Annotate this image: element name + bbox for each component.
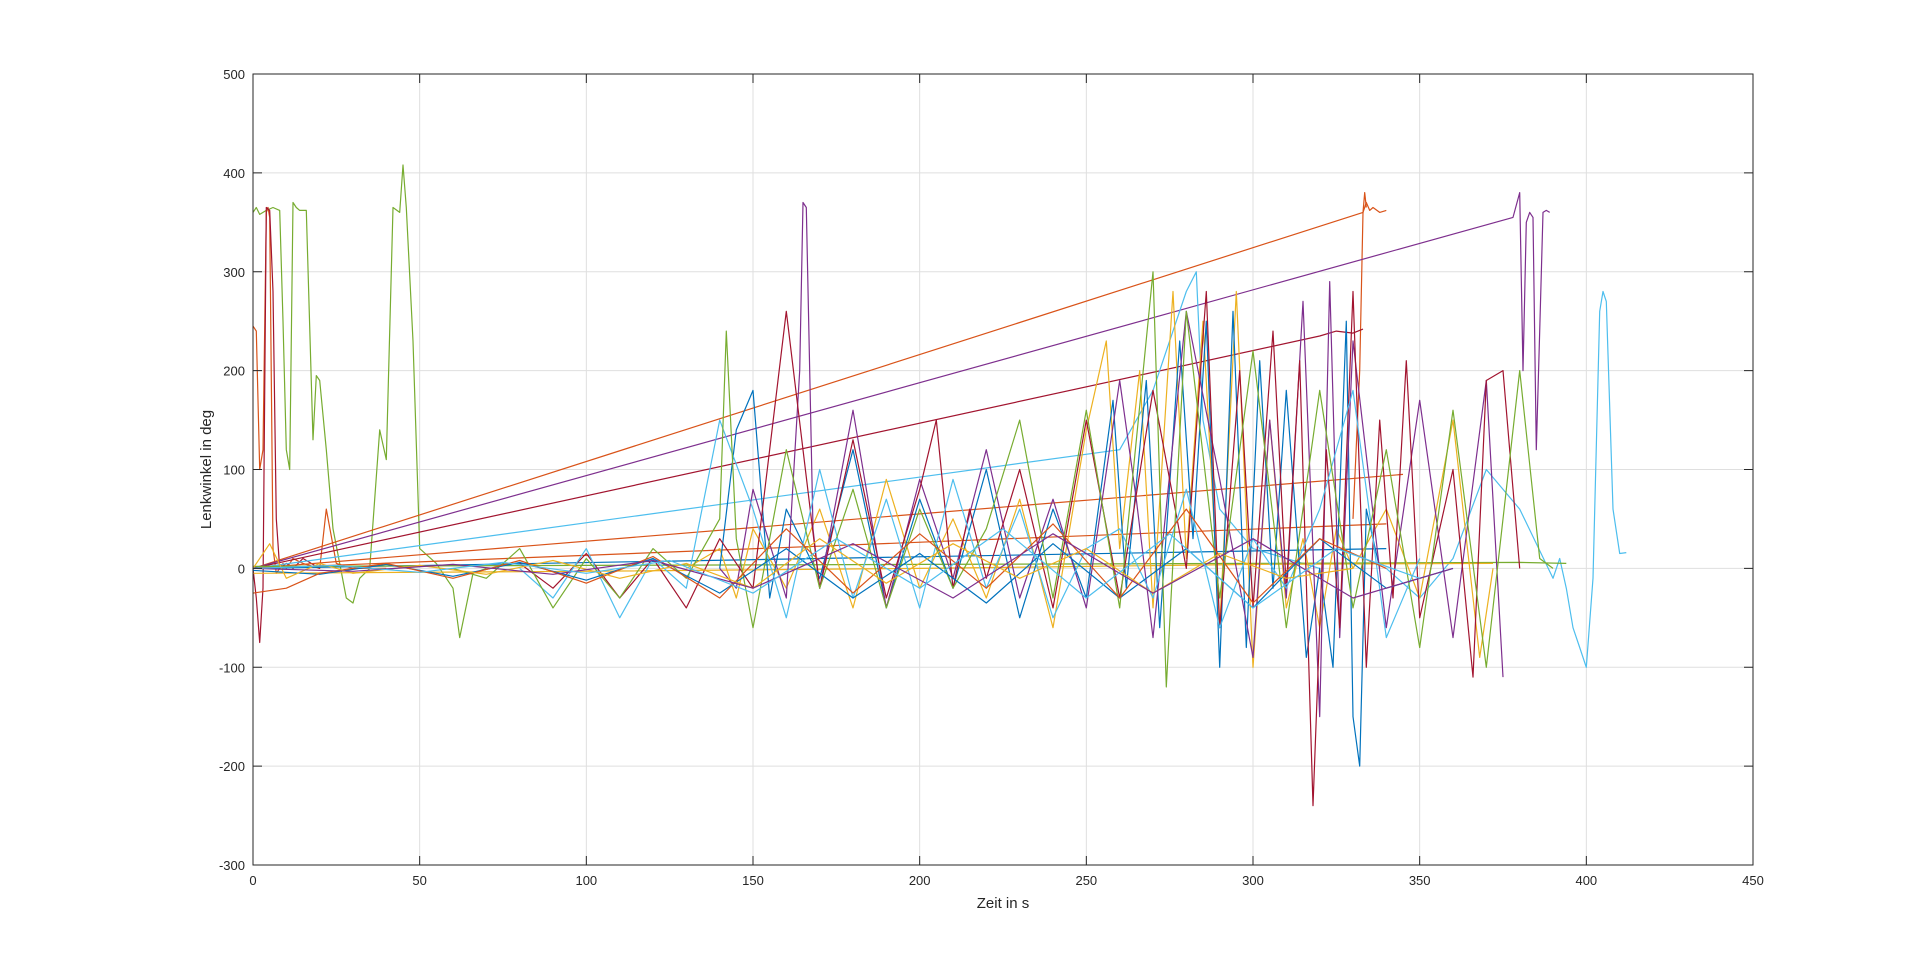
series-line-7 (252, 328, 1364, 569)
x-tick-label: 450 (1742, 873, 1764, 888)
series-line-22 (252, 508, 1387, 604)
x-axis-label: Zeit in s (977, 895, 1030, 912)
x-tick-label: 200 (909, 873, 931, 888)
series-line-3 (252, 206, 321, 644)
series-line-19 (519, 389, 1421, 639)
x-tick-label: 250 (1075, 873, 1097, 888)
series-line-12 (1385, 290, 1627, 668)
series-line-9 (252, 473, 1404, 569)
x-tick-label: 50 (412, 873, 426, 888)
x-tick-label: 100 (575, 873, 597, 888)
y-tick-label: 200 (223, 364, 245, 379)
x-tick-label: 400 (1575, 873, 1597, 888)
tick-marks (252, 73, 1754, 866)
x-tick-label: 350 (1409, 873, 1431, 888)
y-tick-label: 300 (223, 265, 245, 280)
series-line-10 (252, 523, 1387, 569)
y-tick-label: -300 (219, 858, 245, 873)
series-line-17 (719, 201, 1504, 718)
series-line-6 (252, 192, 1551, 569)
x-tick-label: 0 (249, 873, 256, 888)
tick-labels: 0 50 100 150 200 250 300 350 400 450 -300 -200 -100 0… (219, 67, 1764, 888)
series-line-1 (252, 164, 487, 639)
y-tick-label: -200 (219, 759, 245, 774)
series-line-25 (252, 528, 1420, 609)
series-line-20 (452, 271, 1554, 688)
y-tick-label: 100 (223, 463, 245, 478)
y-tick-label: 0 (238, 561, 245, 576)
x-tick-label: 300 (1242, 873, 1264, 888)
y-tick-label: 400 (223, 166, 245, 181)
series-line-23 (252, 538, 1354, 594)
y-tick-label: -100 (219, 660, 245, 675)
series-line-8 (252, 271, 1320, 569)
x-tick-label: 150 (742, 873, 764, 888)
series-line-16 (719, 310, 1381, 767)
series-layer (252, 164, 1627, 807)
series-line-15 (685, 290, 1494, 668)
y-axis-label: Lenkwinkel in deg (198, 410, 215, 529)
y-tick-label: 500 (223, 67, 245, 82)
series-line-24 (252, 533, 1454, 599)
